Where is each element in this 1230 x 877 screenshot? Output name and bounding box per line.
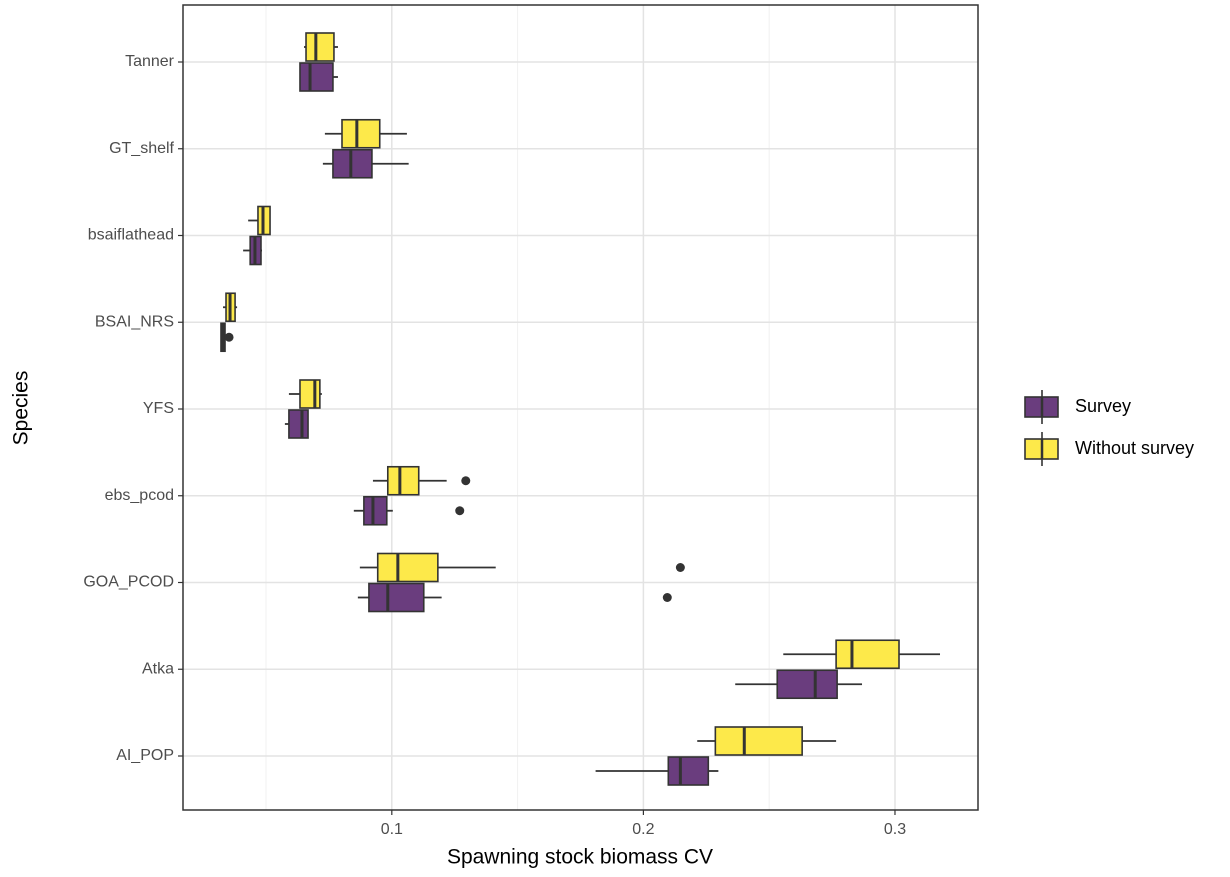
y-tick-label: ebs_pcod xyxy=(105,487,174,504)
plot-border xyxy=(182,4,979,811)
box xyxy=(363,495,388,526)
box xyxy=(368,582,425,613)
y-tick-label: YFS xyxy=(143,400,174,417)
x-tick-label: 0.2 xyxy=(632,821,654,838)
x-tick-label: 0.1 xyxy=(381,821,403,838)
y-tick-label: GOA_PCOD xyxy=(83,574,174,591)
x-axis-title: Spawning stock biomass CV xyxy=(447,846,713,869)
outlier xyxy=(662,593,672,602)
box xyxy=(341,118,381,149)
box xyxy=(776,669,838,700)
y-axis-title: Species xyxy=(10,371,33,446)
box xyxy=(299,379,321,409)
outlier xyxy=(461,476,471,486)
y-tick-label: BSAI_NRS xyxy=(95,313,174,330)
legend-label: Without survey xyxy=(1075,438,1194,458)
y-tick-label: GT_shelf xyxy=(109,140,174,157)
box xyxy=(288,409,309,439)
outlier xyxy=(224,332,234,342)
outlier xyxy=(675,563,685,572)
legend-label: Survey xyxy=(1075,396,1131,416)
y-tick-label: Tanner xyxy=(125,53,175,70)
box xyxy=(714,726,803,756)
box xyxy=(332,148,373,179)
y-tick-label: bsaiflathead xyxy=(88,227,174,244)
box xyxy=(667,756,710,786)
box xyxy=(376,552,439,583)
box xyxy=(835,639,900,670)
y-tick-label: AI_POP xyxy=(116,747,174,764)
y-tick-label: Atka xyxy=(142,660,174,677)
outlier xyxy=(455,506,465,516)
box xyxy=(305,32,335,62)
box xyxy=(299,62,334,92)
x-tick-label: 0.3 xyxy=(884,821,906,838)
box xyxy=(386,465,420,496)
